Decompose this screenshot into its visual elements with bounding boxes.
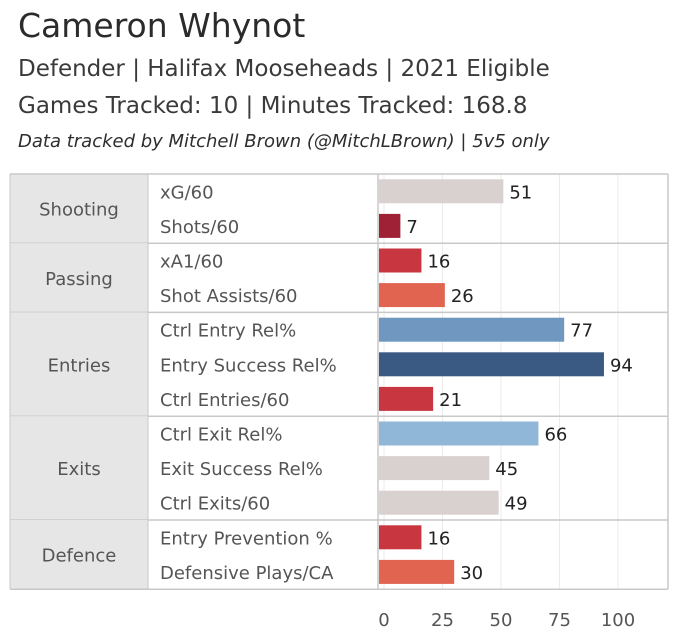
bar-shots-60 (379, 213, 401, 238)
metric-label-xa1-60: xA1/60 (160, 252, 223, 273)
player-info-subtitle: Defender | Halifax Mooseheads | 2021 Eli… (18, 56, 550, 82)
bar-ctrl-entries-60 (379, 386, 434, 411)
bar-value-shot-assists-60: 26 (451, 286, 474, 307)
bar-value-ctrl-entries-60: 21 (439, 390, 462, 411)
bar-value-ctrl-entry-rel: 77 (570, 321, 593, 342)
group-label-defence: Defence (42, 546, 117, 567)
group-label-exits: Exits (57, 459, 100, 480)
bar-value-entry-success-rel: 94 (610, 355, 633, 376)
group-label-shooting: Shooting (39, 200, 119, 221)
x-tick-label-100: 100 (601, 610, 635, 631)
bar-entry-success-rel (379, 352, 604, 377)
data-credit-caption: Data tracked by Mitchell Brown (@MitchLB… (18, 131, 550, 152)
bar-entry-prevention (379, 525, 422, 550)
bar-ctrl-exit-rel (379, 421, 539, 446)
bar-value-shots-60: 7 (406, 217, 417, 238)
metric-label-ctrl-entry-rel: Ctrl Entry Rel% (160, 321, 296, 342)
group-cell-shooting (10, 174, 148, 244)
group-cell-defence (10, 520, 148, 590)
bar-value-exit-success-rel: 45 (495, 459, 518, 480)
group-label-entries: Entries (48, 355, 111, 376)
bar-value-ctrl-exits-60: 49 (505, 494, 528, 515)
x-tick-label-25: 25 (431, 610, 454, 631)
bar-ctrl-exits-60 (379, 490, 499, 515)
bar-value-ctrl-exit-rel: 66 (544, 425, 567, 446)
metric-label-xg-60: xG/60 (160, 182, 214, 203)
bar-shot-assists-60 (379, 283, 445, 308)
tracking-summary-subtitle: Games Tracked: 10 | Minutes Tracked: 168… (18, 93, 528, 119)
player-name-title: Cameron Whynot (18, 6, 306, 45)
bar-defensive-plays-ca (379, 559, 455, 584)
metric-label-ctrl-exits-60: Ctrl Exits/60 (160, 494, 270, 515)
x-tick-label-50: 50 (490, 610, 513, 631)
bar-xa1-60 (379, 248, 422, 273)
bar-value-xa1-60: 16 (427, 252, 450, 273)
metric-label-entry-success-rel: Entry Success Rel% (160, 355, 337, 376)
x-tick-label-0: 0 (378, 610, 389, 631)
metric-label-defensive-plays-ca: Defensive Plays/CA (160, 563, 334, 584)
x-tick-label-75: 75 (548, 610, 571, 631)
metric-label-shots-60: Shots/60 (160, 217, 239, 238)
group-cell-entries (10, 312, 148, 417)
metric-label-ctrl-entries-60: Ctrl Entries/60 (160, 390, 289, 411)
bar-value-xg-60: 51 (509, 182, 532, 203)
bar-xg-60 (379, 179, 504, 204)
metric-label-shot-assists-60: Shot Assists/60 (160, 286, 297, 307)
group-cell-exits (10, 416, 148, 520)
metric-label-entry-prevention: Entry Prevention % (160, 528, 333, 549)
metric-label-ctrl-exit-rel: Ctrl Exit Rel% (160, 425, 282, 446)
bar-value-defensive-plays-ca: 30 (460, 563, 483, 584)
group-cell-passing (10, 243, 148, 313)
bar-value-entry-prevention: 16 (427, 528, 450, 549)
bar-exit-success-rel (379, 456, 490, 481)
group-label-passing: Passing (45, 269, 113, 290)
bar-ctrl-entry-rel (379, 317, 565, 342)
metric-label-exit-success-rel: Exit Success Rel% (160, 459, 323, 480)
